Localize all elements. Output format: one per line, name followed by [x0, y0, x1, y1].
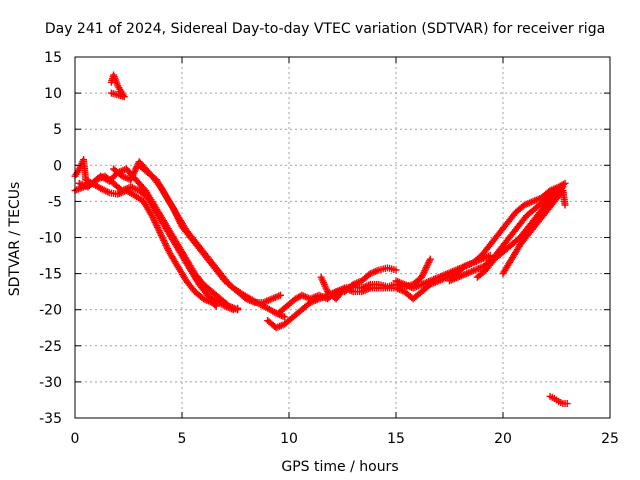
data-point: [563, 400, 571, 408]
data-point: [561, 179, 569, 187]
x-tick-label: 0: [71, 431, 80, 447]
series-arc-3: [75, 172, 242, 314]
y-tick-label: -5: [48, 194, 62, 210]
data-point: [561, 201, 569, 209]
data-series: [71, 71, 571, 408]
y-tick-label: 5: [53, 122, 62, 138]
x-tick-label: 20: [494, 431, 512, 447]
y-tick-label: 10: [44, 86, 62, 102]
data-point: [234, 304, 242, 312]
y-tick-label: -15: [39, 267, 62, 283]
x-axis-label: GPS time / hours: [281, 459, 398, 475]
y-axis-label: SDTVAR / TECUs: [7, 182, 23, 297]
y-tick-label: -20: [39, 303, 62, 319]
y-tick-label: -25: [39, 339, 62, 355]
series-arc-11: [473, 183, 567, 281]
y-tick-label: -30: [39, 375, 62, 391]
x-tick-label: 5: [178, 431, 187, 447]
grid: [75, 57, 610, 418]
data-point: [392, 266, 400, 274]
axis-ticks: 0 5 10 15 20 25 15 10 5 0 -5 -10 -15 -20 -25 -30 -35: [39, 50, 619, 447]
data-point: [276, 291, 284, 299]
data-point: [281, 313, 289, 321]
x-tick-label: 15: [387, 431, 405, 447]
series-outlier-low: [546, 392, 571, 408]
y-tick-label: 15: [44, 50, 62, 66]
data-point: [107, 89, 115, 97]
y-tick-label: -10: [39, 231, 62, 247]
data-point: [426, 255, 434, 263]
series-arc-5: [135, 161, 289, 321]
y-tick-label: 0: [53, 158, 62, 174]
series-arc-12: [499, 187, 569, 278]
x-tick-label: 25: [601, 431, 619, 447]
y-tick-label: -35: [39, 411, 62, 427]
series-outlier-high: [107, 71, 128, 101]
series-arc-9: [392, 179, 569, 292]
chart-title: Day 241 of 2024, Sidereal Day-to-day VTE…: [45, 21, 605, 37]
x-tick-label: 10: [280, 431, 298, 447]
